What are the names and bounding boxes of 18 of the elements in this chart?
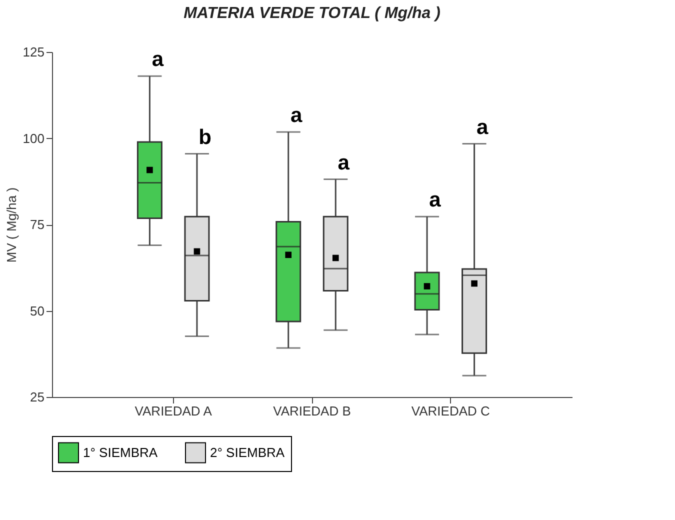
chart-title: MATERIA VERDE TOTAL ( Mg/ha ) [184, 5, 440, 22]
y-tick-label: 50 [30, 303, 44, 318]
y-axis-title: MV ( Mg/ha ) [4, 187, 19, 263]
annotation: b [198, 126, 212, 149]
annotation: a [290, 104, 303, 128]
x-tick-label: VARIEDAD C [411, 404, 490, 418]
y-tick-label: 25 [30, 390, 44, 404]
annotation: a [429, 188, 442, 212]
x-tick-label: VARIEDAD A [134, 404, 212, 418]
annotation: a [338, 151, 350, 174]
annotation: a [152, 48, 164, 72]
y-tick-label: 75 [30, 217, 44, 232]
legend-label: 1° SIEMBRA [83, 444, 158, 460]
y-tick-label: 100 [22, 130, 44, 146]
y-tick-label: 125 [22, 44, 44, 60]
annotation: a [476, 116, 488, 139]
x-tick-label: VARIEDAD B [273, 404, 351, 418]
legend-label: 2° SIEMBRA [210, 444, 285, 460]
